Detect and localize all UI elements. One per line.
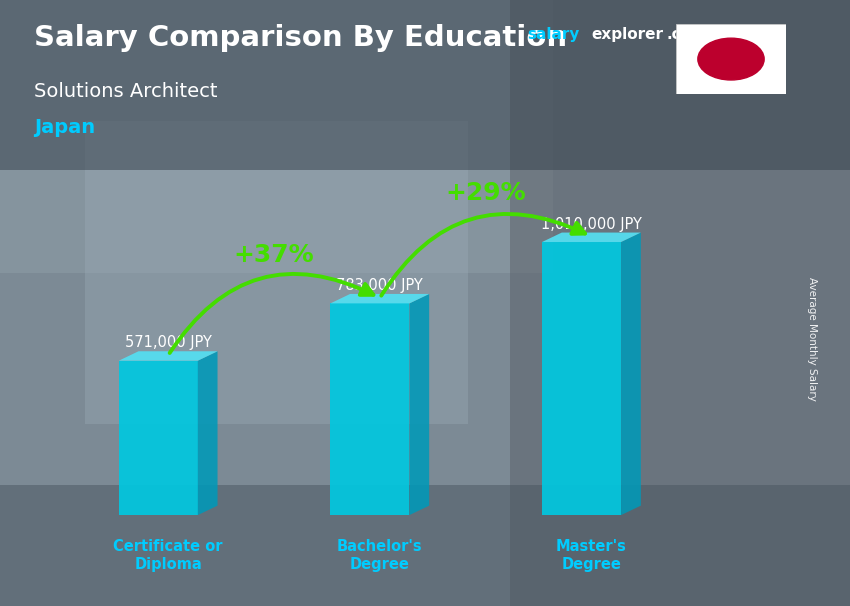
Polygon shape	[119, 351, 218, 361]
Bar	[0, 0, 552, 273]
Polygon shape	[410, 294, 429, 515]
Polygon shape	[331, 304, 410, 515]
Text: 571,000 JPY: 571,000 JPY	[125, 336, 212, 350]
Polygon shape	[119, 361, 198, 515]
Text: salary: salary	[527, 27, 580, 42]
Polygon shape	[198, 351, 218, 515]
Polygon shape	[542, 242, 621, 515]
Polygon shape	[331, 294, 429, 304]
Bar	[510, 0, 850, 606]
Polygon shape	[621, 233, 641, 515]
Text: Certificate or
Diploma: Certificate or Diploma	[113, 539, 223, 572]
Text: Bachelor's
Degree: Bachelor's Degree	[337, 539, 422, 572]
Text: explorer: explorer	[592, 27, 664, 42]
Polygon shape	[542, 233, 641, 242]
Text: Japan: Japan	[34, 118, 95, 137]
Bar	[0, 0, 850, 170]
Text: .com: .com	[666, 27, 707, 42]
Text: Average Monthly Salary: Average Monthly Salary	[807, 278, 817, 401]
Text: Master's
Degree: Master's Degree	[556, 539, 627, 572]
Text: Solutions Architect: Solutions Architect	[34, 82, 218, 101]
Bar	[0, 485, 850, 606]
Text: Salary Comparison By Education: Salary Comparison By Education	[34, 24, 567, 52]
Circle shape	[698, 38, 764, 80]
Text: 783,000 JPY: 783,000 JPY	[337, 278, 423, 293]
Text: 1,010,000 JPY: 1,010,000 JPY	[541, 217, 642, 231]
Text: +37%: +37%	[234, 243, 314, 267]
Text: +29%: +29%	[445, 181, 526, 205]
Bar	[85, 121, 468, 424]
